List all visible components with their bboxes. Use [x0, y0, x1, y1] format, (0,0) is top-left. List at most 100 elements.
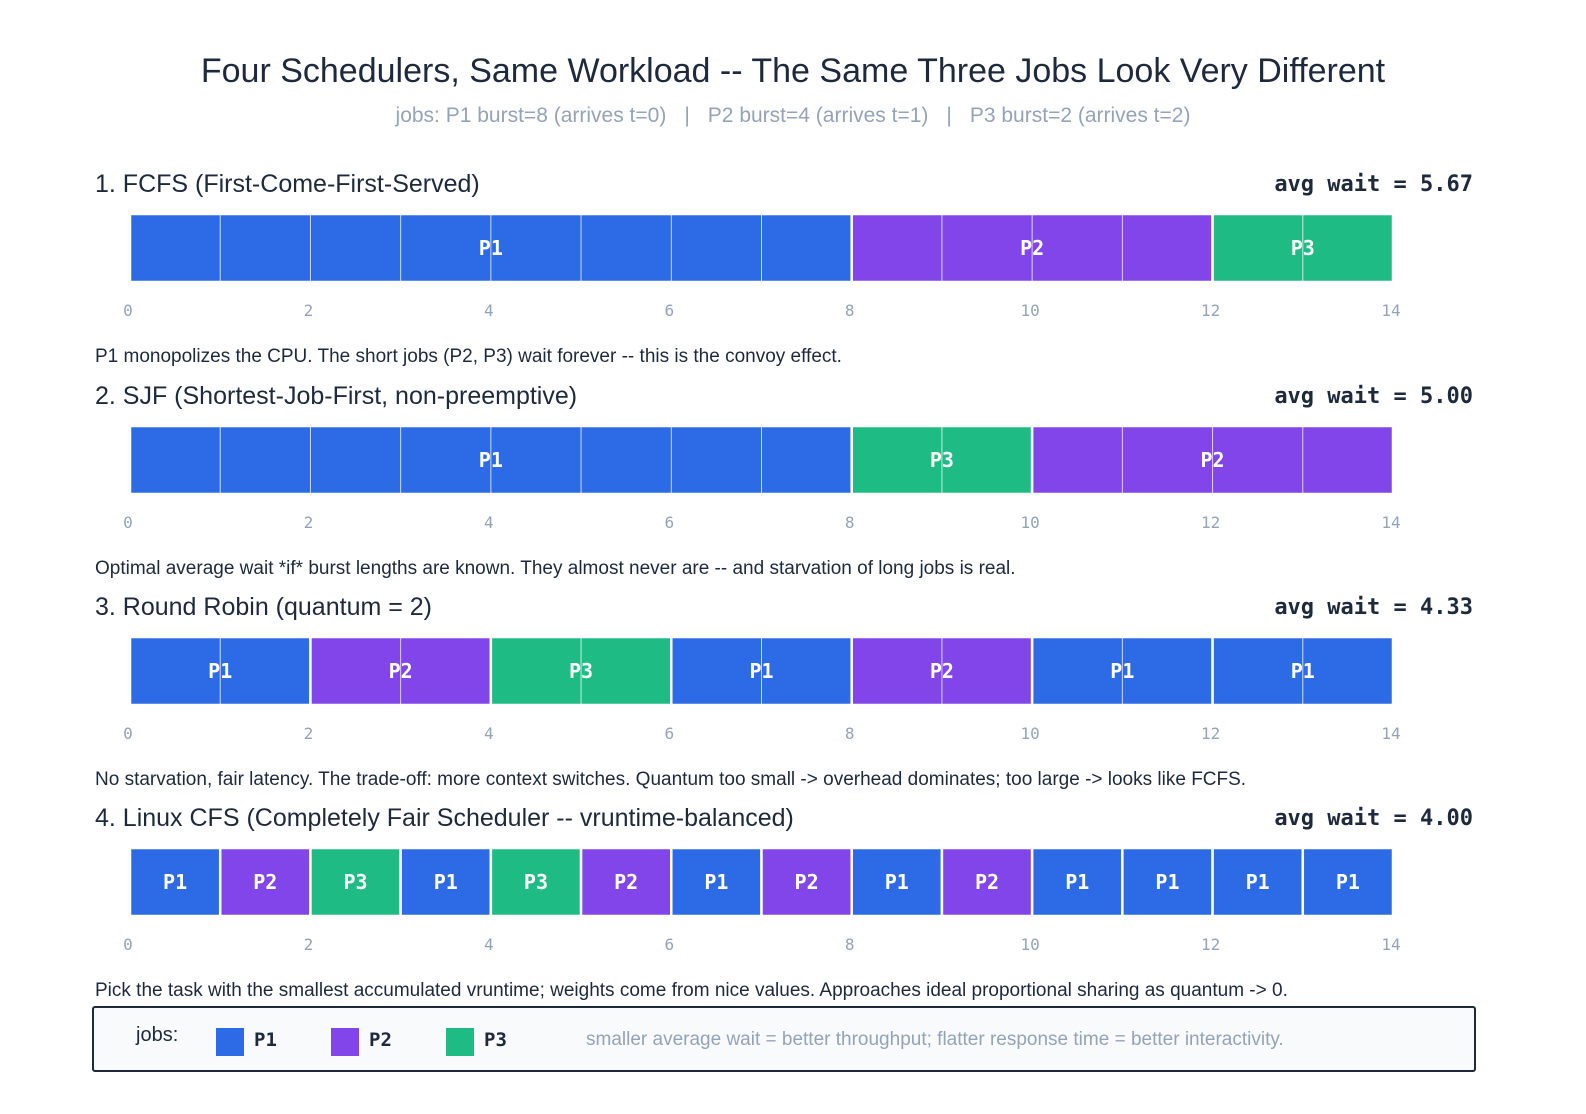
x-tick-label: 6: [664, 935, 674, 954]
gantt-bar-label: P3: [569, 659, 593, 683]
x-tick-label: 4: [484, 935, 494, 954]
legend-name-p1: P1: [254, 1029, 277, 1051]
avg-wait-metric: avg wait = 4.00: [1274, 806, 1473, 831]
gantt-bar-label: P1: [1110, 659, 1134, 683]
subtitle-job-p2: P2 burst=4 (arrives t=1): [707, 104, 929, 127]
gantt-bar-label: P1: [1065, 870, 1089, 894]
chart-caption: Pick the task with the smallest accumula…: [95, 980, 1288, 1000]
gantt-bar-label: P2: [389, 659, 413, 683]
legend-name-p3: P3: [484, 1029, 507, 1051]
chart-heading: 3. Round Robin (quantum = 2): [95, 593, 432, 621]
x-tick-label: 4: [484, 513, 494, 532]
x-tick-label: 0: [123, 724, 133, 743]
x-tick-label: 14: [1381, 724, 1400, 743]
gantt-bar-label: P2: [930, 659, 954, 683]
chart-caption: Optimal average wait *if* burst lengths …: [95, 558, 1016, 579]
legend-note: smaller average wait = better throughput…: [586, 1029, 1284, 1050]
gantt-bar-p1: [1030, 846, 1124, 918]
scheduler-gantt-charts: 1. FCFS (First-Come-First-Served) avg wai…: [95, 170, 1473, 1000]
x-tick-label: 2: [304, 513, 314, 532]
gantt-bar-p1: [1301, 846, 1395, 918]
x-tick-label: 12: [1201, 935, 1220, 954]
x-tick-label: 8: [845, 513, 855, 532]
avg-wait-metric: avg wait = 5.00: [1274, 384, 1473, 409]
gantt-bar-label: P3: [343, 870, 367, 894]
x-tick-label: 4: [484, 724, 494, 743]
gantt-bar-label: P1: [163, 870, 187, 894]
gantt-bar-label: P1: [749, 659, 773, 683]
chart-caption: No starvation, fair latency. The trade-o…: [95, 769, 1246, 790]
gantt-bar-label: P1: [704, 870, 728, 894]
x-tick-label: 12: [1201, 301, 1220, 320]
gantt-bar-p2: [940, 846, 1034, 918]
x-tick-label: 10: [1021, 935, 1040, 954]
gantt-bar-label: P2: [975, 870, 999, 894]
legend-name-p2: P2: [369, 1029, 392, 1051]
chart-heading: 4. Linux CFS (Completely Fair Scheduler …: [95, 804, 794, 832]
chart-section-1: 1. FCFS (First-Come-First-Served) avg wai…: [95, 170, 1473, 367]
gantt-bar-label: P1: [208, 659, 232, 683]
x-tick-label: 2: [304, 724, 314, 743]
chart-subtitle: jobs: P1 burst=8 (arrives t=0) | P2 burst=…: [0, 104, 1586, 128]
gantt-bar-label: P3: [1291, 236, 1315, 260]
gantt-bar-label: P2: [253, 870, 277, 894]
x-tick-label: 10: [1021, 724, 1040, 743]
subtitle-job-p3: P3 burst=2 (arrives t=2): [969, 104, 1191, 127]
gantt-bar-p1: [1121, 846, 1214, 918]
x-tick-label: 8: [845, 724, 855, 743]
x-tick-label: 10: [1021, 301, 1040, 320]
gantt-bar-p1: [1211, 846, 1305, 918]
avg-wait-metric: avg wait = 5.67: [1274, 172, 1473, 197]
gantt-bar-label: P1: [434, 870, 458, 894]
chart-title: Four Schedulers, Same Workload -- The Sa…: [200, 52, 1386, 90]
legend-swatch-p2: [331, 1028, 359, 1056]
gantt-bar-label: P2: [1201, 448, 1225, 472]
legend-swatch-p3: [446, 1028, 474, 1056]
gantt-bar-label: P1: [479, 236, 503, 260]
legend-swatch-p1: [216, 1028, 244, 1056]
x-tick-label: 2: [304, 301, 314, 320]
x-tick-label: 0: [123, 513, 133, 532]
gantt-bar-p1: [670, 846, 763, 918]
x-tick-label: 0: [123, 301, 133, 320]
gantt-bar-label: P2: [795, 870, 819, 894]
gantt-bar-label: P2: [1020, 236, 1044, 260]
gantt-bar-label: P2: [614, 870, 638, 894]
x-tick-label: 10: [1021, 513, 1040, 532]
gantt-bar-label: P1: [885, 870, 909, 894]
subtitle-separator: |: [946, 104, 952, 127]
x-tick-label: 6: [664, 724, 674, 743]
x-tick-label: 2: [304, 935, 314, 954]
x-tick-label: 14: [1381, 301, 1400, 320]
subtitle-separator: |: [684, 104, 690, 127]
x-tick-label: 0: [123, 935, 133, 954]
legend-label: jobs:: [136, 1024, 179, 1046]
x-tick-label: 8: [845, 301, 855, 320]
gantt-bar-label: P3: [930, 448, 954, 472]
chart-section-3: 3. Round Robin (quantum = 2) avg wait = 4…: [95, 593, 1473, 790]
gantt-bar-p3: [489, 846, 583, 918]
x-tick-label: 6: [664, 301, 674, 320]
x-tick-label: 12: [1201, 724, 1220, 743]
subtitle-job-p1: jobs: P1 burst=8 (arrives t=0): [395, 104, 667, 127]
gantt-bar-label: P3: [524, 870, 548, 894]
x-tick-label: 4: [484, 301, 494, 320]
gantt-bar-label: P1: [1291, 659, 1315, 683]
avg-wait-metric: avg wait = 4.33: [1274, 595, 1473, 620]
legend: jobs: P1 P2 P3 smaller average wait = be…: [92, 1006, 1476, 1072]
chart-section-4: 4. Linux CFS (Completely Fair Scheduler …: [95, 804, 1473, 1000]
gantt-bar-label: P1: [1336, 870, 1360, 894]
gantt-bar-p1: [399, 846, 493, 918]
chart-heading: 2. SJF (Shortest-Job-First, non-preempti…: [95, 382, 577, 410]
x-tick-label: 8: [845, 935, 855, 954]
gantt-bar-label: P1: [1246, 870, 1270, 894]
x-tick-label: 14: [1381, 935, 1400, 954]
chart-section-2: 2. SJF (Shortest-Job-First, non-preempti…: [95, 382, 1473, 579]
x-tick-label: 12: [1201, 513, 1220, 532]
chart-heading: 1. FCFS (First-Come-First-Served): [95, 170, 480, 198]
chart-caption: P1 monopolizes the CPU. The short jobs (…: [95, 346, 842, 367]
x-tick-label: 6: [664, 513, 674, 532]
gantt-bar-label: P1: [1155, 870, 1179, 894]
gantt-bar-label: P1: [479, 448, 503, 472]
x-tick-label: 14: [1381, 513, 1400, 532]
